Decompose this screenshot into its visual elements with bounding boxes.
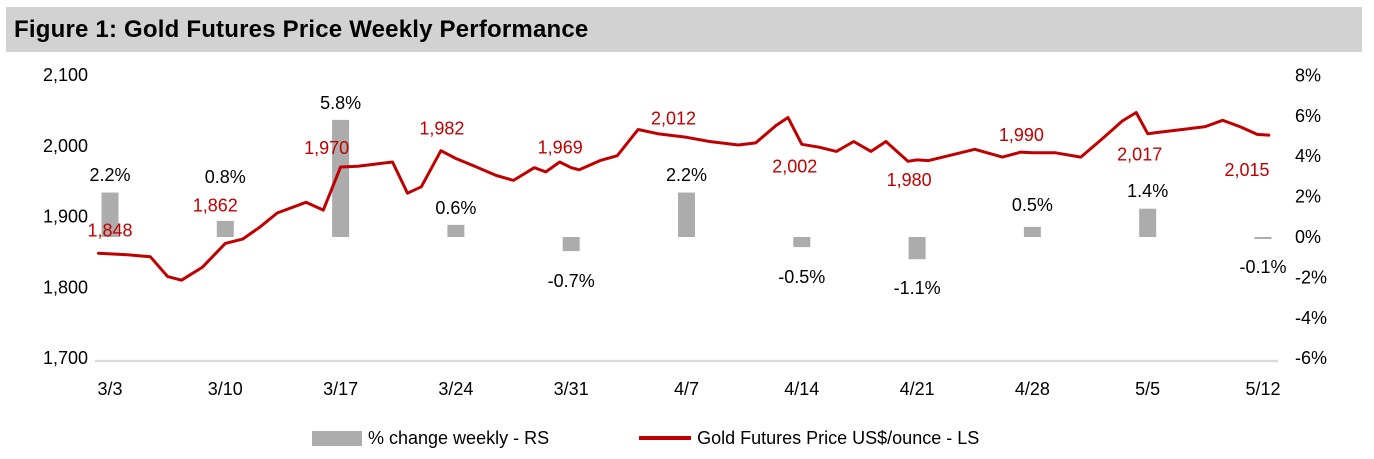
price-label: 1,970 — [304, 138, 349, 158]
price-label: 2,012 — [651, 108, 696, 128]
right-axis-tick: 8% — [1295, 65, 1321, 85]
weekly-change-bar — [1254, 237, 1272, 240]
bar-series-swatch — [312, 430, 362, 446]
x-axis-tick: 3/3 — [97, 379, 122, 399]
price-label: 2,015 — [1224, 160, 1269, 180]
gold-price-line — [97, 111, 1271, 282]
x-axis-tick: 3/31 — [554, 379, 589, 399]
x-axis-tick: 4/14 — [784, 379, 819, 399]
right-axis-tick: 2% — [1295, 187, 1321, 207]
line-series-swatch — [639, 436, 692, 440]
price-label: 1,969 — [538, 138, 583, 158]
left-axis-tick: 1,700 — [43, 348, 88, 368]
pct-change-label: 1.4% — [1127, 181, 1168, 201]
x-axis-tick: 4/7 — [674, 379, 699, 399]
pct-change-label: 0.6% — [435, 198, 476, 218]
pct-change-label: 0.8% — [205, 167, 246, 187]
pct-change-label: 5.8% — [320, 93, 361, 113]
right-axis-tick: 0% — [1295, 227, 1321, 247]
pct-change-label: 2.2% — [666, 165, 707, 185]
price-label: 1,980 — [887, 170, 932, 190]
weekly-change-bar — [793, 237, 811, 248]
price-label: 1,990 — [999, 125, 1044, 145]
x-axis-tick: 5/5 — [1135, 379, 1160, 399]
left-axis-tick: 1,800 — [43, 277, 88, 297]
pct-change-label: -1.1% — [894, 278, 941, 298]
pct-change-label: -0.1% — [1239, 257, 1286, 277]
left-axis-tick: 2,100 — [43, 65, 88, 85]
left-axis-tick: 1,900 — [43, 207, 88, 227]
pct-change-label: 2.2% — [89, 165, 130, 185]
figure-title-bar: Figure 1: Gold Futures Price Weekly Perf… — [6, 7, 1362, 52]
right-axis-tick: -6% — [1295, 348, 1327, 368]
weekly-change-bar — [678, 192, 695, 237]
x-axis-tick: 4/21 — [900, 379, 935, 399]
weekly-change-bar — [562, 237, 580, 252]
left-axis-tick: 2,000 — [43, 136, 88, 156]
price-label: 2,002 — [772, 156, 817, 176]
pct-change-label: -0.5% — [778, 267, 825, 287]
right-axis-tick: 4% — [1295, 146, 1321, 166]
pct-change-label: 0.5% — [1012, 195, 1053, 215]
x-axis-tick: 3/17 — [323, 379, 358, 399]
weekly-change-bar — [1139, 208, 1157, 237]
figure-title: Figure 1: Gold Futures Price Weekly Perf… — [14, 15, 589, 43]
x-axis-tick: 4/28 — [1015, 379, 1050, 399]
weekly-change-bar — [908, 237, 926, 260]
right-axis-tick: 6% — [1295, 106, 1321, 126]
weekly-change-bar — [447, 224, 465, 237]
weekly-change-bar — [332, 119, 350, 237]
weekly-change-bar — [101, 192, 119, 237]
x-axis-tick: 3/24 — [438, 379, 473, 399]
right-axis-tick: -4% — [1295, 308, 1327, 328]
bar-series-label: % change weekly - RS — [368, 427, 550, 448]
x-axis-tick: 5/12 — [1245, 379, 1280, 399]
line-series-label: Gold Futures Price US$/ounce - LS — [697, 427, 980, 448]
chart-legend: % change weekly - RS Gold Futures Price … — [312, 427, 979, 449]
price-label: 2,017 — [1117, 145, 1162, 165]
weekly-change-bar — [216, 220, 234, 237]
x-axis-tick: 3/10 — [208, 379, 243, 399]
right-axis-tick: -2% — [1295, 267, 1327, 287]
pct-change-label: -0.7% — [548, 271, 595, 291]
price-label: 1,862 — [193, 195, 238, 215]
price-label: 1,848 — [87, 220, 132, 240]
weekly-change-bar — [1023, 226, 1041, 237]
price-label: 1,982 — [419, 118, 464, 138]
